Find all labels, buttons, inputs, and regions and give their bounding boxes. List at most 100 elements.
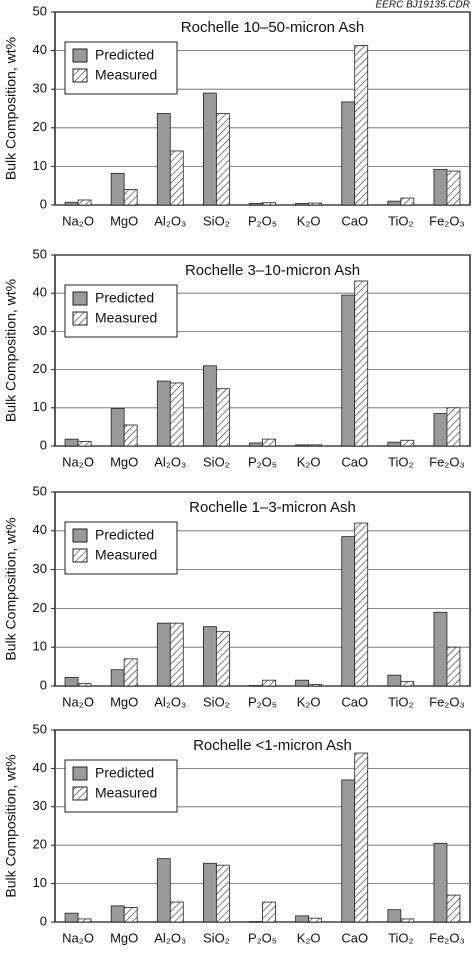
x-tick-label: K₂O: [297, 454, 321, 469]
bar: [400, 918, 415, 923]
bar: [156, 113, 171, 206]
x-tick-label: Fe₂O₃: [429, 694, 465, 709]
y-tick-label: 10: [33, 158, 47, 173]
bar: [169, 622, 184, 687]
legend-label: Measured: [95, 547, 157, 563]
y-axis-label: Bulk Composition, wt%: [3, 517, 19, 660]
y-axis-label: Bulk Composition, wt%: [3, 37, 19, 180]
bar: [64, 201, 79, 206]
legend-swatch: [72, 291, 88, 306]
bar: [110, 408, 125, 447]
legend-swatch: [72, 528, 88, 543]
y-tick-label: 30: [33, 323, 47, 338]
x-tick-label: SiO₂: [203, 694, 230, 709]
bar: [202, 92, 217, 206]
y-tick-label: 40: [33, 522, 47, 537]
y-tick-label: 20: [33, 361, 47, 376]
bar: [249, 203, 263, 206]
bar: [295, 679, 310, 687]
bar: [295, 444, 310, 447]
bar: [202, 862, 217, 923]
y-tick-label: 10: [33, 875, 47, 890]
bar: [446, 407, 461, 447]
x-tick-label: K₂O: [297, 930, 321, 945]
y-tick-label: 40: [33, 760, 47, 775]
bar: [110, 669, 125, 687]
bar: [202, 365, 217, 447]
x-tick-label: MgO: [110, 694, 138, 709]
y-tick-label: 0: [40, 196, 47, 211]
bar: [156, 622, 171, 687]
bar: [123, 424, 138, 447]
bar: [77, 441, 92, 447]
y-tick-label: 20: [33, 600, 47, 615]
bar: [433, 842, 448, 923]
x-tick-label: TiO₂: [388, 213, 414, 228]
y-tick-label: 10: [33, 399, 47, 414]
bar: [341, 101, 356, 206]
bar: [295, 915, 310, 923]
bar: [64, 912, 79, 923]
x-tick-label: CaO: [341, 930, 368, 945]
bar: [202, 626, 217, 687]
plot-area: [54, 729, 471, 923]
bar: [123, 658, 138, 687]
y-tick-label: 0: [40, 437, 47, 452]
bar: [387, 674, 402, 687]
legend-label: Predicted: [95, 47, 154, 63]
y-tick-label: 40: [33, 285, 47, 300]
chart-title: Rochelle <1-micron Ash: [193, 737, 352, 754]
x-tick-label: CaO: [341, 454, 368, 469]
bar: [64, 438, 79, 447]
bar: [308, 202, 323, 206]
x-tick-label: CaO: [341, 213, 368, 228]
bar: [215, 864, 230, 923]
x-tick-label: P₂O₅: [248, 213, 277, 228]
bar: [123, 907, 138, 923]
bar: [110, 172, 125, 206]
y-axis-label: Bulk Composition, wt%: [3, 754, 19, 897]
x-tick-label: P₂O₅: [248, 694, 277, 709]
x-tick-label: Na₂O: [62, 454, 94, 469]
bar: [341, 294, 356, 447]
bar: [77, 918, 92, 923]
bar: [169, 901, 184, 923]
bar: [446, 170, 461, 206]
bar: [387, 200, 402, 206]
x-tick-label: TiO₂: [388, 930, 414, 945]
x-tick-label: MgO: [110, 930, 138, 945]
bar: [341, 779, 356, 923]
y-tick-label: 50: [33, 246, 47, 261]
bar: [156, 380, 171, 447]
bar: [215, 113, 230, 206]
x-tick-label: Al₂O₃: [154, 930, 186, 945]
bar: [262, 202, 276, 206]
bar: [156, 858, 171, 923]
y-tick-label: 10: [33, 639, 47, 654]
x-tick-label: Al₂O₃: [154, 454, 186, 469]
x-tick-label: P₂O₅: [248, 454, 277, 469]
y-tick-label: 50: [33, 483, 47, 498]
x-tick-label: P₂O₅: [248, 930, 277, 945]
x-tick-label: K₂O: [297, 213, 321, 228]
x-tick-label: Fe₂O₃: [429, 454, 465, 469]
x-tick-label: CaO: [341, 694, 368, 709]
x-tick-label: Na₂O: [62, 930, 94, 945]
chart-title: Rochelle 3–10-micron Ash: [185, 262, 360, 279]
bar: [110, 905, 125, 923]
x-tick-label: MgO: [110, 213, 138, 228]
bar: [433, 413, 448, 447]
y-tick-label: 0: [40, 677, 47, 692]
bar: [308, 684, 323, 687]
bar: [123, 189, 138, 206]
y-axis-label: Bulk Composition, wt%: [3, 279, 19, 422]
bar: [64, 677, 79, 687]
legend-swatch: [72, 766, 88, 781]
bar: [262, 438, 276, 447]
chart-title: Rochelle 10–50-micron Ash: [181, 19, 364, 36]
x-tick-label: TiO₂: [388, 454, 414, 469]
bar: [387, 441, 402, 447]
legend-swatch: [72, 48, 88, 63]
bar: [262, 679, 276, 687]
